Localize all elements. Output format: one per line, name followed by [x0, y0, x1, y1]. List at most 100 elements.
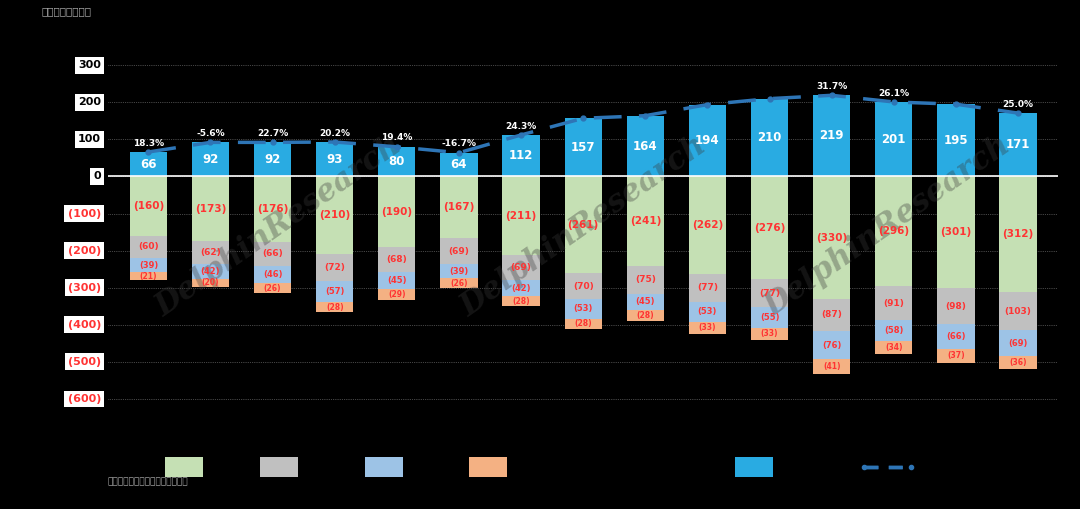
Text: (400): (400) — [68, 320, 102, 330]
Text: (600): (600) — [68, 394, 102, 404]
Text: (26): (26) — [264, 284, 282, 293]
Text: (210): (210) — [319, 210, 350, 220]
Text: (72): (72) — [324, 263, 346, 272]
Text: (173): (173) — [194, 204, 226, 214]
Text: 164: 164 — [633, 139, 658, 153]
Text: (41): (41) — [823, 362, 840, 371]
Bar — [441, 153, 477, 177]
Text: (160): (160) — [133, 201, 164, 211]
Bar — [751, 177, 788, 279]
Bar — [378, 272, 416, 289]
Text: 0: 0 — [94, 172, 102, 182]
Text: (36): (36) — [1010, 358, 1027, 367]
Bar — [751, 279, 788, 307]
Bar — [192, 241, 229, 264]
Bar — [875, 342, 913, 354]
Bar — [316, 177, 353, 254]
Bar — [626, 294, 664, 310]
Bar — [316, 142, 353, 177]
Bar — [999, 113, 1037, 177]
Text: (42): (42) — [201, 267, 220, 276]
Bar — [689, 104, 726, 177]
Bar — [254, 143, 292, 177]
Bar — [254, 266, 292, 283]
Text: 194: 194 — [696, 134, 719, 147]
Text: (33): (33) — [699, 323, 716, 332]
Text: 201: 201 — [881, 133, 906, 146]
Bar — [999, 177, 1037, 292]
Text: (20): (20) — [202, 278, 219, 288]
Bar — [130, 236, 167, 258]
Bar — [626, 177, 664, 266]
Text: (91): (91) — [883, 299, 904, 307]
Text: 210: 210 — [757, 131, 782, 144]
Bar — [441, 238, 477, 264]
Bar — [130, 152, 167, 177]
Bar — [130, 258, 167, 272]
Text: (103): (103) — [1004, 307, 1031, 316]
Text: (100): (100) — [68, 209, 102, 218]
Bar — [502, 280, 540, 296]
Bar — [192, 143, 229, 177]
Text: (98): (98) — [945, 302, 967, 310]
Text: (34): (34) — [885, 343, 903, 352]
Text: (55): (55) — [760, 313, 780, 322]
Text: 219: 219 — [820, 129, 843, 143]
Text: (69): (69) — [448, 247, 470, 256]
Text: 22.7%: 22.7% — [257, 129, 288, 138]
Bar — [937, 288, 974, 324]
Text: (28): (28) — [512, 297, 530, 305]
Text: (211): (211) — [505, 211, 537, 220]
Text: (45): (45) — [387, 276, 406, 285]
Text: (300): (300) — [68, 282, 102, 293]
Bar — [378, 147, 416, 177]
Text: 单位：亿元人民币: 单位：亿元人民币 — [41, 7, 92, 16]
Text: 300: 300 — [78, 60, 102, 70]
Bar — [937, 177, 974, 288]
Text: (200): (200) — [68, 246, 102, 256]
Text: (77): (77) — [697, 284, 718, 292]
FancyBboxPatch shape — [260, 458, 298, 476]
Bar — [130, 177, 167, 236]
Text: (190): (190) — [381, 207, 413, 217]
Text: (53): (53) — [698, 307, 717, 317]
Text: (45): (45) — [635, 297, 656, 306]
Text: (39): (39) — [449, 267, 469, 276]
Text: (28): (28) — [575, 320, 592, 328]
Bar — [813, 331, 850, 359]
Bar — [626, 266, 664, 294]
Text: DelphinResearch: DelphinResearch — [758, 130, 1016, 323]
Text: (276): (276) — [754, 222, 785, 233]
Text: 64: 64 — [450, 158, 468, 171]
Text: (241): (241) — [630, 216, 661, 226]
Bar — [689, 322, 726, 334]
Text: (46): (46) — [262, 270, 282, 279]
Text: DelphinResearch: DelphinResearch — [150, 130, 408, 323]
Text: (28): (28) — [326, 303, 343, 312]
Bar — [565, 273, 602, 299]
Text: 171: 171 — [1005, 138, 1030, 151]
Text: 93: 93 — [326, 153, 343, 166]
FancyBboxPatch shape — [165, 458, 203, 476]
FancyBboxPatch shape — [735, 458, 773, 476]
Text: 112: 112 — [509, 149, 534, 162]
Bar — [937, 324, 974, 349]
Text: 26.1%: 26.1% — [878, 89, 909, 98]
Bar — [565, 299, 602, 319]
Text: (176): (176) — [257, 204, 288, 214]
Text: (57): (57) — [325, 287, 345, 296]
Bar — [502, 254, 540, 280]
Text: -5.6%: -5.6% — [197, 129, 225, 138]
Text: (301): (301) — [941, 227, 972, 237]
Bar — [875, 177, 913, 286]
Text: 195: 195 — [944, 134, 968, 147]
Text: (53): (53) — [573, 304, 593, 314]
Text: (330): (330) — [816, 233, 848, 243]
Text: (42): (42) — [511, 284, 531, 293]
Text: (261): (261) — [568, 220, 598, 230]
Bar — [999, 330, 1037, 356]
Bar — [813, 177, 850, 299]
Bar — [378, 177, 416, 247]
Text: (77): (77) — [759, 289, 780, 298]
Text: 24.3%: 24.3% — [505, 122, 537, 130]
